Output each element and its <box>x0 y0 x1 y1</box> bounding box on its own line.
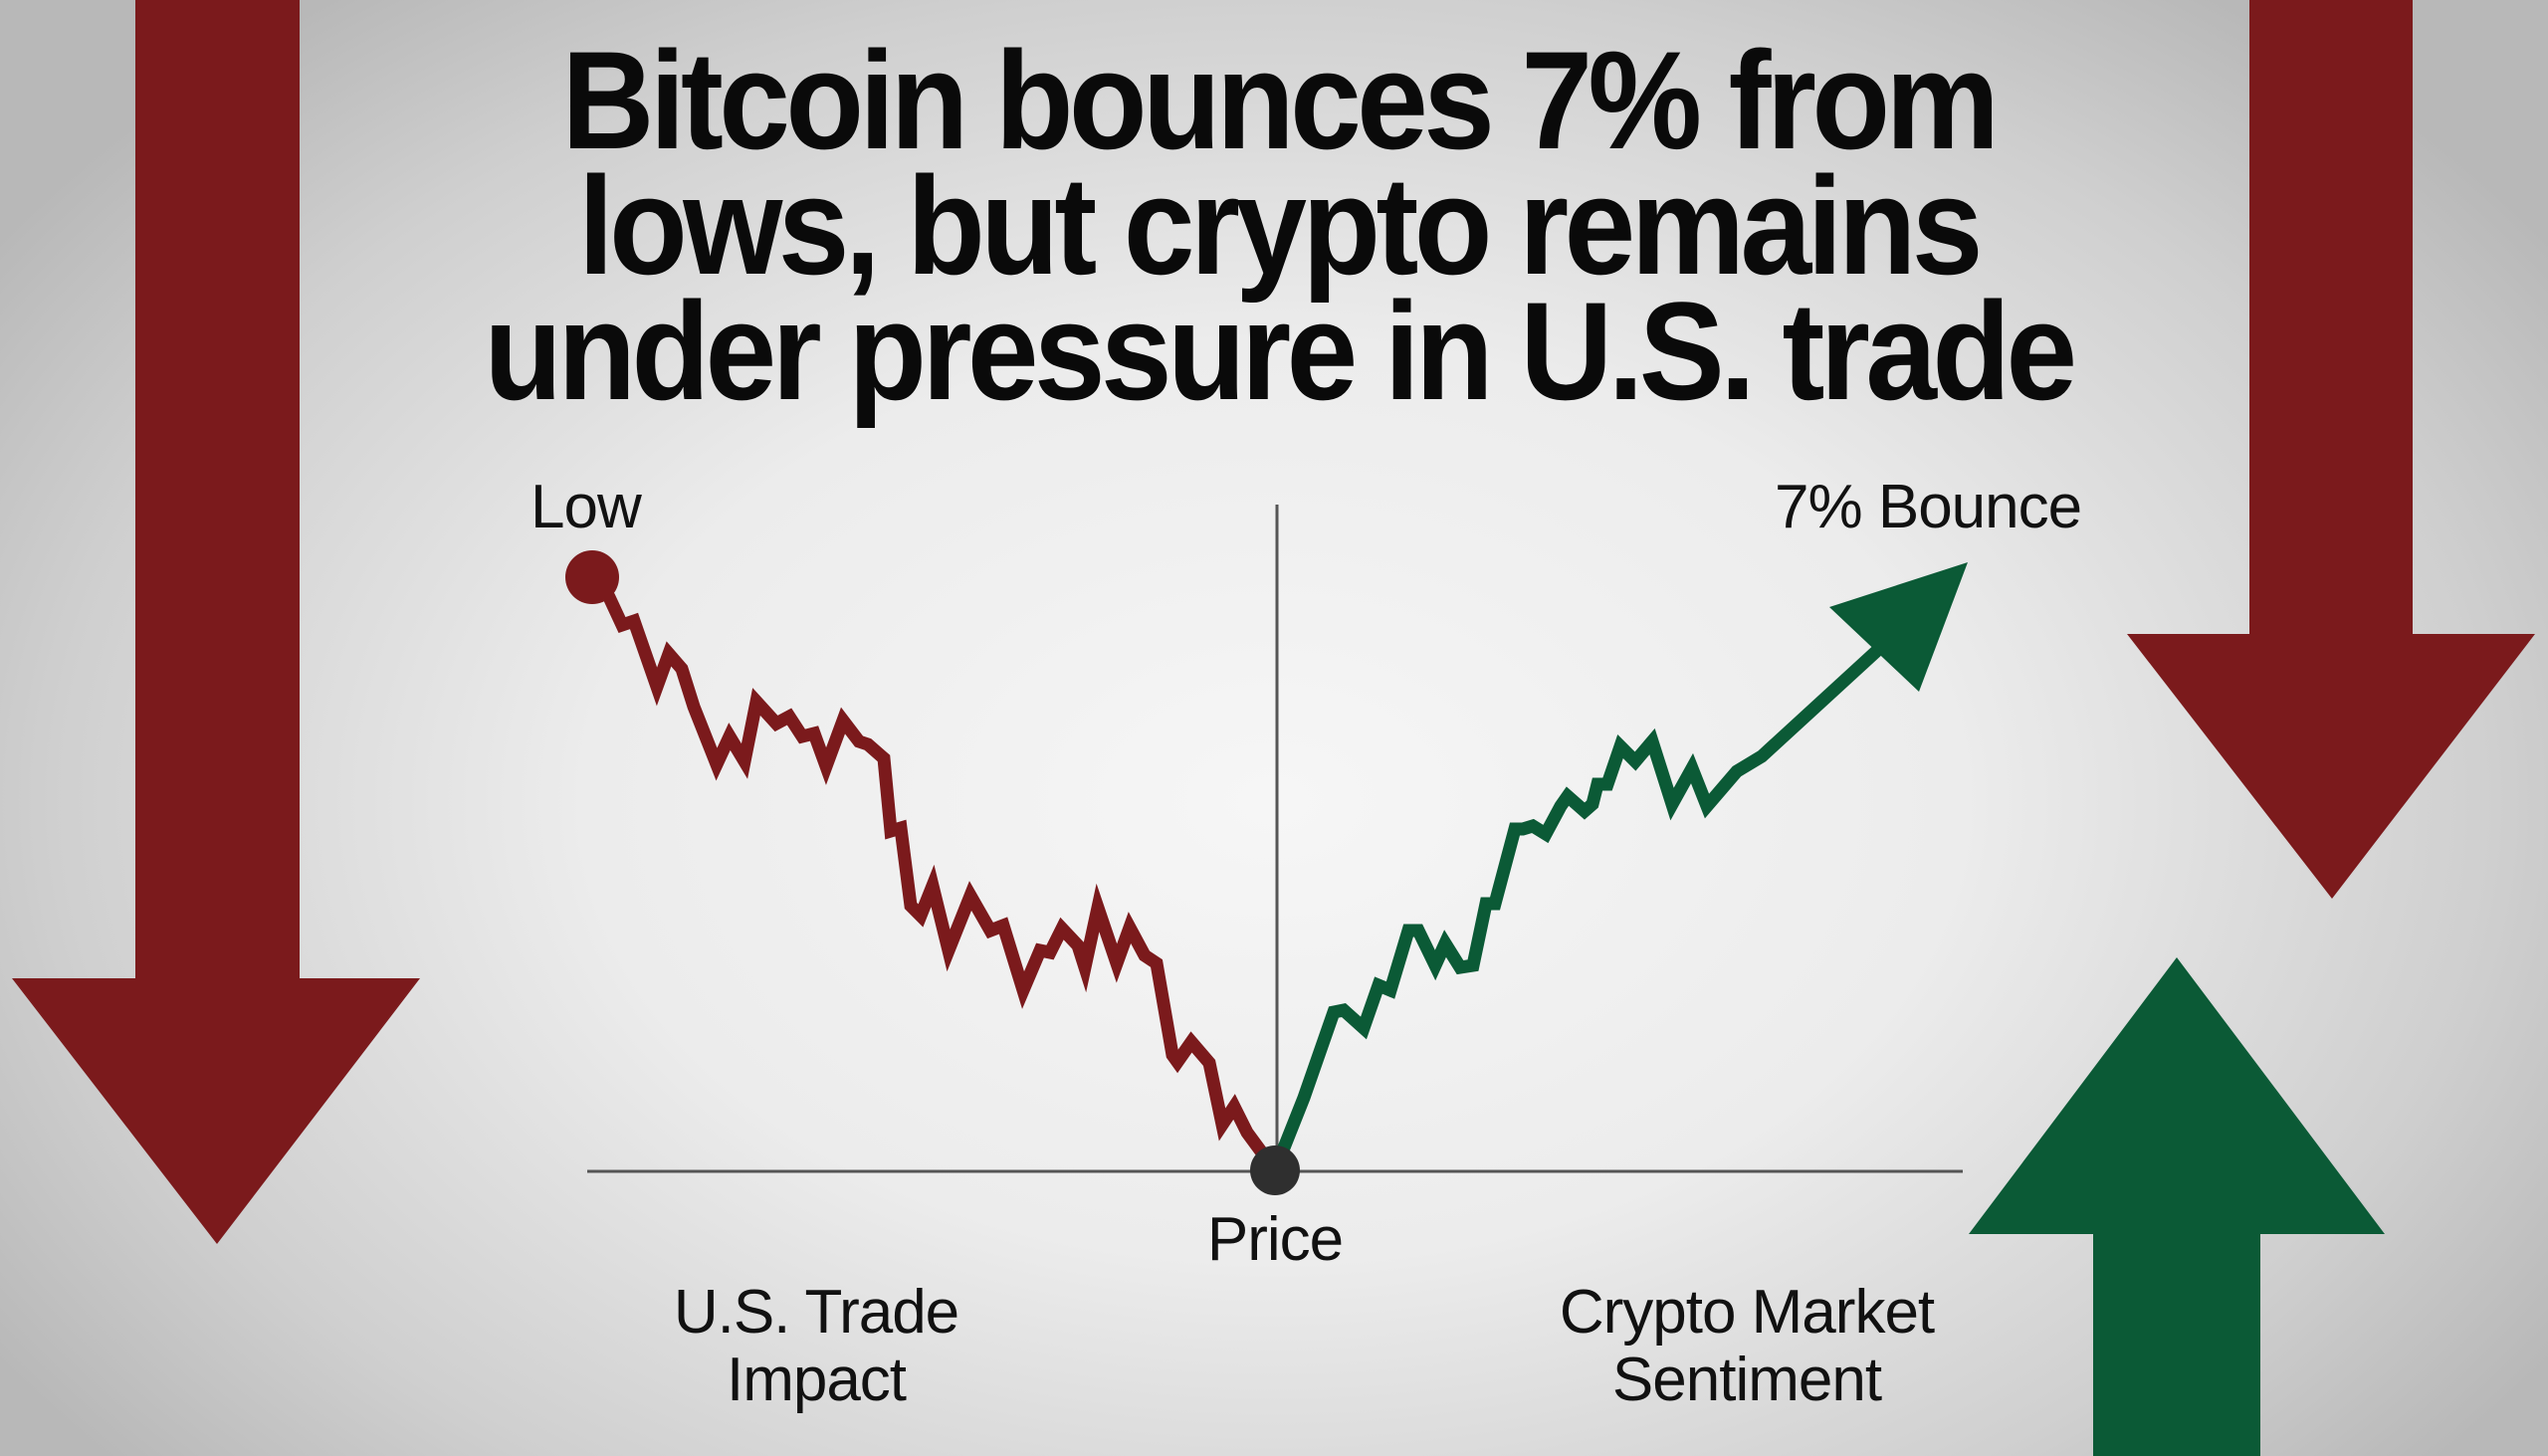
us-trade-impact-line-1: U.S. Trade <box>673 1278 959 1347</box>
low-label: Low <box>531 473 642 541</box>
headline: Bitcoin bounces 7% from lows, but crypto… <box>106 22 2450 429</box>
up-arrow-right-icon <box>1969 957 2385 1456</box>
bounce-label: 7% Bounce <box>1775 473 2082 541</box>
down-arrow-right-icon <box>2127 0 2535 899</box>
price-label: Price <box>1206 1205 1344 1274</box>
bounce-arrowhead-icon <box>1829 562 1968 692</box>
headline-line-2: lows, but crypto remains <box>577 147 1984 304</box>
crypto-sentiment-label: Crypto Market Sentiment <box>1513 1279 1981 1414</box>
pivot-marker <box>1250 1145 1300 1195</box>
down-arrow-left-icon <box>12 0 420 1244</box>
us-trade-impact-line-2: Impact <box>726 1346 907 1414</box>
bounce-line <box>1268 640 1888 1177</box>
us-trade-impact-label: U.S. Trade Impact <box>617 1279 1015 1414</box>
crypto-sentiment-line-1: Crypto Market <box>1559 1278 1935 1347</box>
headline-line-3: under pressure in U.S. trade <box>484 273 2077 429</box>
low-marker <box>565 550 619 604</box>
headline-line-1: Bitcoin bounces 7% from <box>561 22 2000 178</box>
decline-line <box>585 570 1282 1177</box>
crypto-sentiment-line-2: Sentiment <box>1611 1346 1882 1414</box>
